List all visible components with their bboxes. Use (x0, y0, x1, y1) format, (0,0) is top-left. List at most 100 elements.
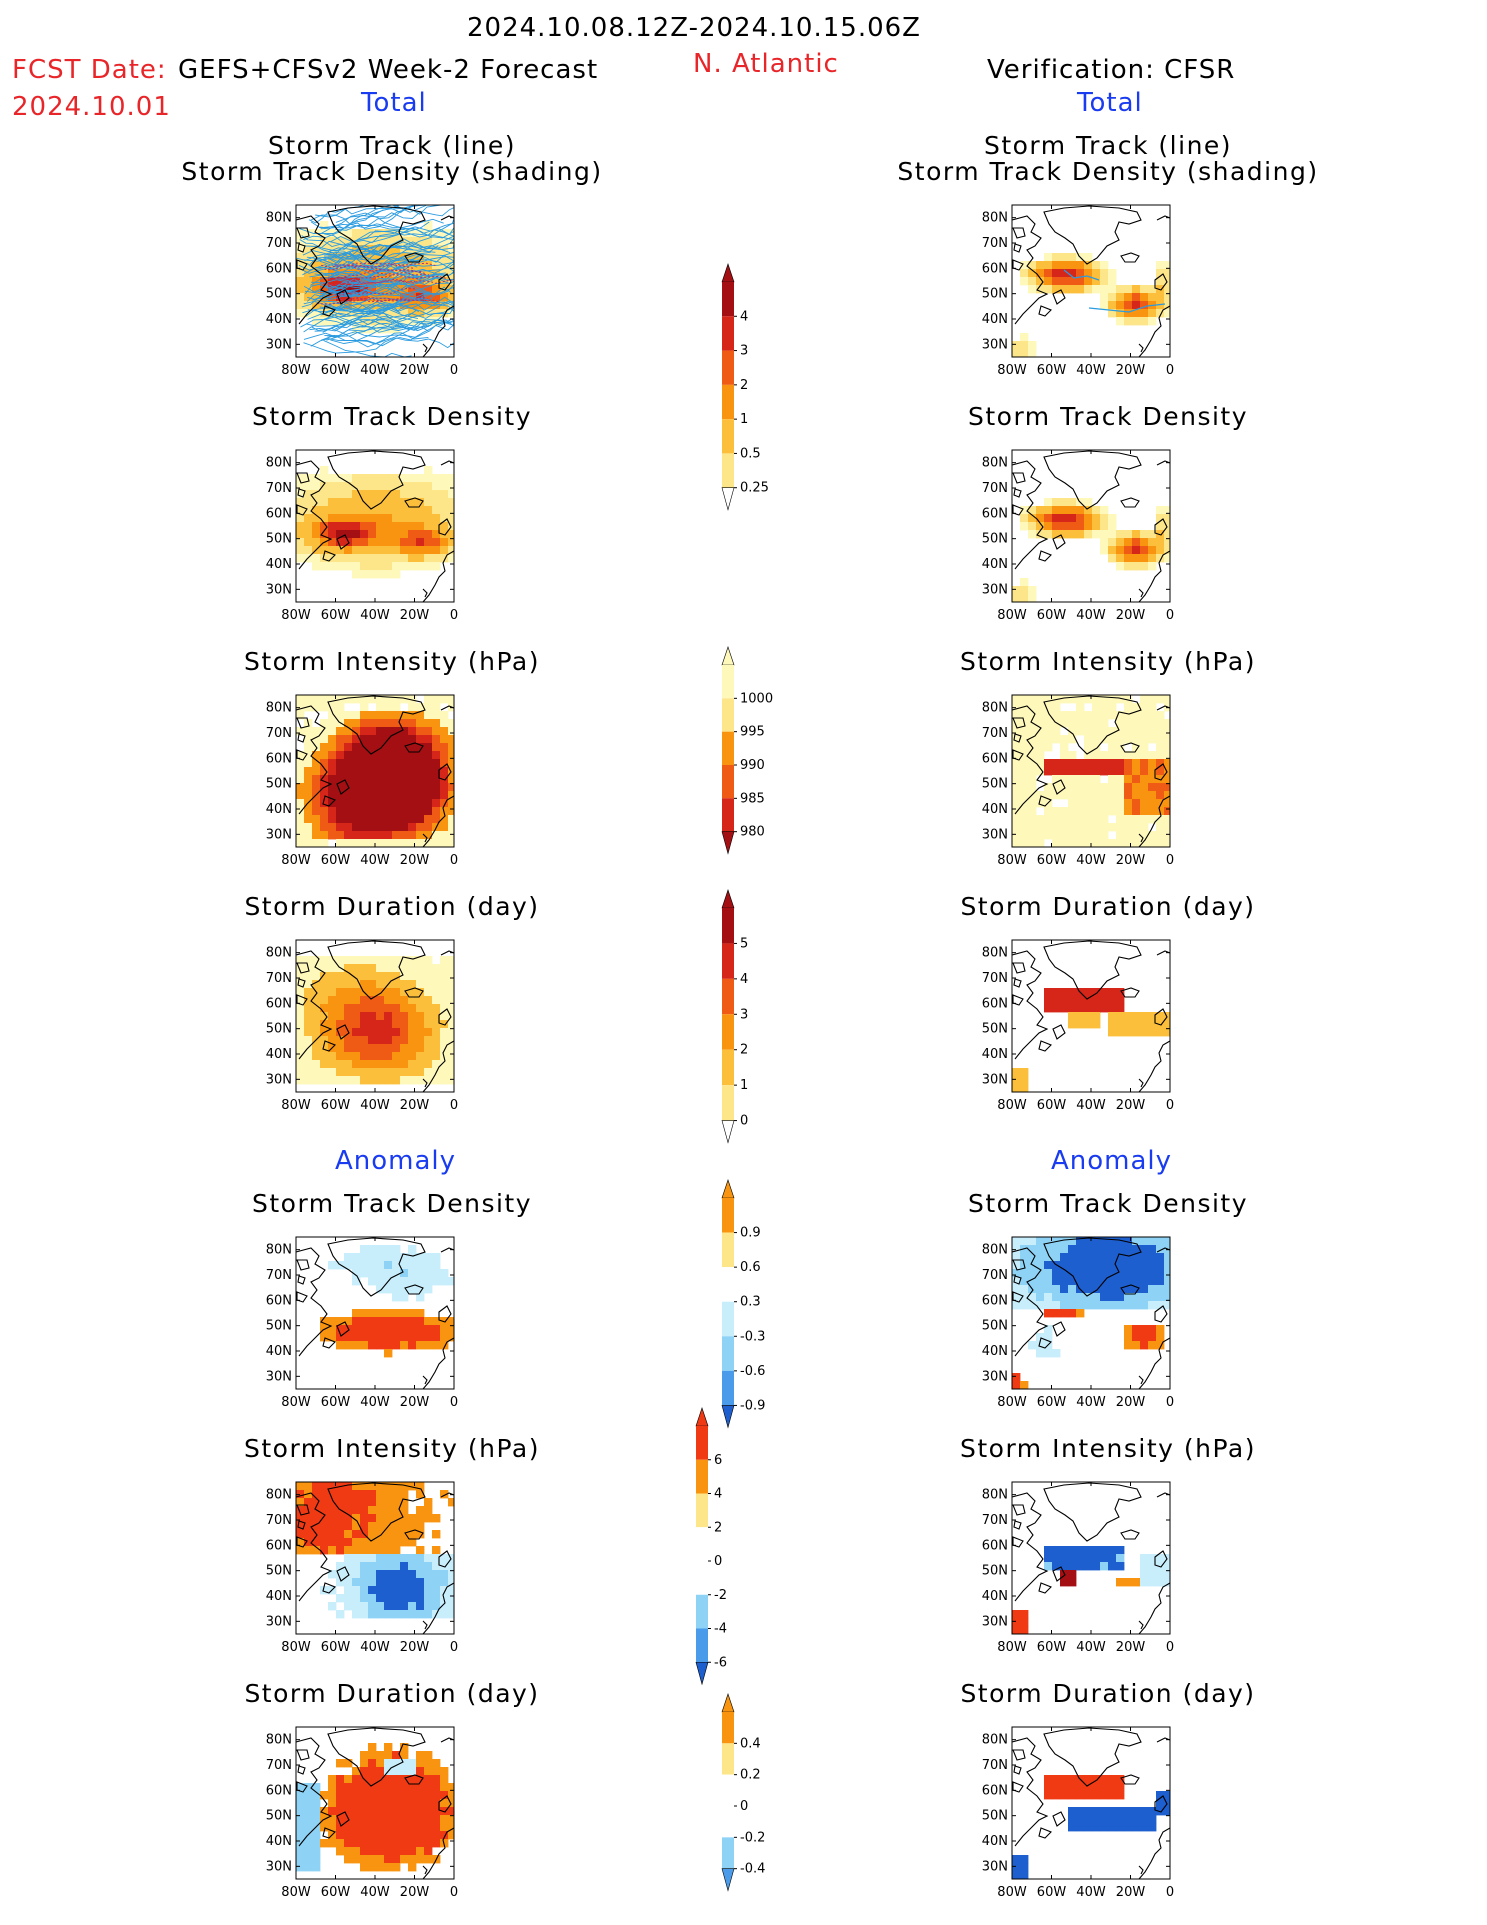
shade-cell (312, 1068, 321, 1077)
shade-cell (1044, 703, 1053, 712)
shade-cell (376, 1570, 385, 1579)
shade-cell (352, 237, 361, 246)
shade-cell (408, 1269, 417, 1278)
lon-label: 0 (1166, 1098, 1174, 1113)
shade-cell (1116, 1815, 1125, 1824)
fcst-date-label: FCST Date: (12, 55, 167, 85)
shade-cell (296, 506, 305, 515)
shade-cell (1140, 1269, 1149, 1278)
lat-label: 70N (982, 726, 1008, 741)
shade-cell (1036, 530, 1045, 539)
shade-cell (384, 964, 393, 973)
shade-cell (424, 767, 433, 776)
shade-cell (312, 1807, 321, 1816)
title-density-anomaly-right: Storm Track Density (967, 1189, 1249, 1218)
shade-cell (1084, 1562, 1093, 1571)
shade-cell (1036, 1341, 1045, 1350)
shade-cell (352, 562, 361, 571)
shade-cell (408, 1333, 417, 1342)
shade-cell (352, 1799, 361, 1808)
shade-cell (328, 514, 337, 523)
lon-label: 20W (1116, 363, 1146, 378)
shade-cell (416, 1333, 425, 1342)
shade-cell (336, 1036, 345, 1045)
lon-label: 20W (400, 1640, 430, 1655)
lon-label: 60W (1037, 1885, 1067, 1900)
shade-cell (352, 1831, 361, 1840)
shade-cell (304, 1052, 313, 1061)
shade-cell (360, 1855, 369, 1864)
shade-cell (1148, 554, 1157, 563)
shade-cell (1068, 719, 1077, 728)
shade-cell (416, 839, 425, 848)
shade-cell (432, 996, 441, 1005)
shade-cell (320, 301, 329, 310)
shade-cell (376, 530, 385, 539)
lon-label: 0 (1166, 608, 1174, 623)
shade-cell (392, 1293, 401, 1302)
shade-cell (312, 1815, 321, 1824)
shade-cell (352, 807, 361, 816)
shade-cell (344, 1578, 353, 1587)
shade-cell (368, 1020, 377, 1029)
shade-cell (376, 293, 385, 302)
lat-label: 60N (982, 751, 1008, 766)
shade-cell (328, 815, 337, 824)
shade-cell (1132, 767, 1141, 776)
shade-cell (408, 823, 417, 832)
lat-label: 40N (266, 312, 292, 327)
shade-cell (1140, 546, 1149, 555)
lon-label: 60W (321, 1885, 351, 1900)
colorbar-band (696, 1561, 708, 1595)
shade-cell (1092, 815, 1101, 824)
shade-cell (448, 309, 455, 318)
shade-cell (344, 1586, 353, 1595)
shade-cell (408, 956, 417, 965)
iberia-africa-coast (422, 795, 455, 848)
shade-cell (320, 1004, 329, 1013)
shade-cell (400, 546, 409, 555)
shade-cell (1108, 269, 1117, 278)
shade-cell (360, 735, 369, 744)
shade-cell (1116, 1261, 1125, 1270)
shade-cell (1020, 1285, 1029, 1294)
shade-cell (368, 775, 377, 784)
shade-cell (408, 237, 417, 246)
shade-cell (392, 482, 401, 491)
shade-cell (424, 823, 433, 832)
shade-cell (1060, 514, 1069, 523)
lat-label: 60N (266, 1293, 292, 1308)
shade-cell (416, 1602, 425, 1611)
shade-cell (1076, 1020, 1085, 1029)
nova-scotia (322, 1582, 336, 1594)
shade-cell (336, 1012, 345, 1021)
shade-cell (384, 695, 393, 704)
shade-cell (1020, 1293, 1029, 1302)
colorbar-band (722, 765, 734, 799)
track-line (335, 204, 427, 223)
shade-cell (320, 1060, 329, 1069)
shade-cell (384, 703, 393, 712)
shade-cell (368, 1578, 377, 1587)
shade-cell (400, 293, 409, 302)
shade-cell (336, 759, 345, 768)
shade-cell (424, 980, 433, 989)
shade-cell (336, 498, 345, 507)
shade-cell (384, 1538, 393, 1547)
shade-cell (312, 1012, 321, 1021)
shade-cell (352, 1546, 361, 1555)
newfoundland (336, 779, 350, 795)
shade-cell (416, 719, 425, 728)
shade-cell (392, 490, 401, 499)
shade-cell (1028, 815, 1037, 824)
shade-cell (1068, 1269, 1077, 1278)
shade-cell (304, 823, 313, 832)
colorbar-label: 980 (740, 825, 765, 840)
shade-cell (1020, 506, 1029, 515)
shade-cell (368, 1602, 377, 1611)
shade-cell (1156, 1341, 1165, 1350)
shade-cell (376, 1028, 385, 1037)
canary-islands (422, 1620, 428, 1630)
shade-cell (408, 1570, 417, 1579)
